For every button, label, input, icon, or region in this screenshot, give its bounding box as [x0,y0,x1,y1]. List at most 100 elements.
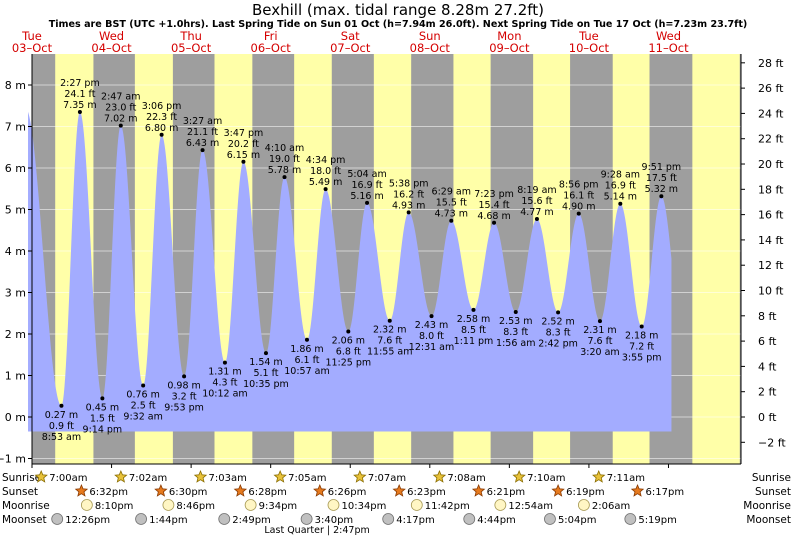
tide-marker-low [100,396,105,401]
high-tide-time: 5:38 pm [389,178,429,189]
high-tide-time: 3:27 am [183,116,222,127]
tide-marker-low [387,318,392,323]
low-tide-metres: 2.06 m [332,336,365,347]
sunset-icon [630,483,645,497]
low-tide-time: 8:53 am [42,432,81,443]
chart-title: Bexhill (max. tidal range 8.28m 27.2ft) [252,1,544,19]
low-tide-metres: 2.53 m [499,316,532,327]
right-tick-label: −2 ft [758,436,786,449]
low-tide-feet: 7.6 ft [587,336,612,347]
tide-marker-high [118,123,123,128]
low-tide-feet: 4.3 ft [212,378,237,389]
low-tide-time: 11:55 am [367,347,412,358]
day-date: 07–Oct [330,41,371,55]
low-tide-time: 10:12 am [202,389,247,400]
moonset-time: 5:04pm [558,515,597,526]
tide-marker-low [639,324,644,329]
high-tide-metres: 5.78 m [268,165,301,176]
sunrise-icon [592,469,606,483]
low-tide-feet: 3.2 ft [172,391,197,402]
right-tick-label: 12 ft [758,259,784,272]
moonset-time: 5:19pm [638,515,677,526]
tide-marker-low [263,351,268,356]
left-tick-label: 8 m [5,79,26,92]
axes: −1 m 0 m 1 m 2 m 3 m 4 m 5 m 6 m 7 m 8 m −2 ft 0 ft… [0,54,786,466]
low-tide-feet: 5.1 ft [253,368,278,379]
sunset-time: 6:23pm [407,487,446,498]
tide-marker-high [576,211,581,216]
high-tide-metres: 5.32 m [645,184,678,195]
sunrise-icon [432,469,447,483]
chart-subtitle: Times are BST (UTC +1.0hrs). Last Spring… [49,19,748,30]
low-tide-feet: 8.5 ft [461,325,486,336]
moonset-icon [382,513,395,525]
day-name: Tue [578,29,599,43]
sun-moon-almanac: Sunrise Sunrise Sunset Sunset Moonrise Moonri… [2,469,791,536]
high-tide-time: 9:51 pm [642,162,682,173]
sunset-time: 6:17pm [646,487,685,498]
moonrise-time: 8:46pm [176,501,215,512]
sunset-icon [233,483,248,497]
tide-area [28,111,672,432]
day-date: 09–Oct [489,41,530,55]
moonset-icon [463,513,476,525]
moonset-icon [624,513,637,525]
moonrise-icon [80,499,93,511]
low-tide-feet: 6.1 ft [294,355,319,366]
day-date: 04–Oct [91,41,132,55]
low-tide-time: 1:56 am [496,338,535,349]
right-tick-label: 4 ft [758,360,777,373]
sunrise-time: 7:11am [607,473,645,484]
high-tide-time: 5:04 am [347,169,386,180]
moonset-icon [135,513,147,525]
sunrise-icon [114,469,128,483]
moonset-icon [218,513,231,525]
moonrise-icon [577,499,590,511]
tide-marker-low [429,314,434,319]
moonset-icon [300,513,313,525]
sunset-time: 6:21pm [487,487,526,498]
right-tick-label: 18 ft [758,183,784,196]
low-tide-metres: 2.58 m [457,314,490,325]
high-tide-feet: 17.5 ft [646,173,677,184]
daylight-band-8 [692,54,740,464]
sunrise-time: 7:02am [129,473,167,484]
sunrise-icon [512,469,526,483]
high-tide-feet: 23.0 ft [105,103,136,114]
sunrise-time: 7:00am [49,473,87,484]
right-tick-label: 16 ft [758,209,784,222]
moonset-time: 4:44pm [477,515,516,526]
day-date: 11–Oct [648,41,689,55]
day-name: Tue [21,29,42,43]
low-tide-feet: 7.2 ft [629,342,654,353]
left-tick-label: 0 m [5,411,26,424]
low-tide-time: 12:31 am [409,342,454,353]
moonrise-icon [494,499,507,511]
high-tide-metres: 5.16 m [350,191,383,202]
low-tide-metres: 1.86 m [290,344,323,355]
left-tick-label: −1 m [0,453,26,466]
moonset-time: 12:26pm [65,515,110,526]
tide-curve [28,111,672,432]
day-name: Thu [179,29,202,43]
high-tide-time: 3:06 pm [142,101,182,112]
high-tide-feet: 16.1 ft [563,191,594,202]
high-tide-feet: 20.2 ft [228,139,259,150]
high-tide-metres: 4.77 m [520,207,553,218]
sunset-icon [392,483,406,497]
high-tide-time: 2:47 am [101,92,140,103]
tide-marker-low [556,310,561,315]
low-tide-metres: 2.32 m [373,325,406,336]
low-tide-metres: 1.54 m [249,357,282,368]
low-tide-feet: 8.0 ft [419,331,444,342]
high-tide-metres: 5.14 m [604,192,637,203]
tide-marker-low [182,374,187,379]
right-tick-label: 2 ft [758,386,777,399]
sunset-time: 6:28pm [248,487,287,498]
low-tide-metres: 0.27 m [45,410,78,421]
low-tide-time: 2:42 pm [538,338,578,349]
sunrise-time: 7:03am [208,473,246,484]
high-tide-time: 9:28 am [601,170,640,181]
